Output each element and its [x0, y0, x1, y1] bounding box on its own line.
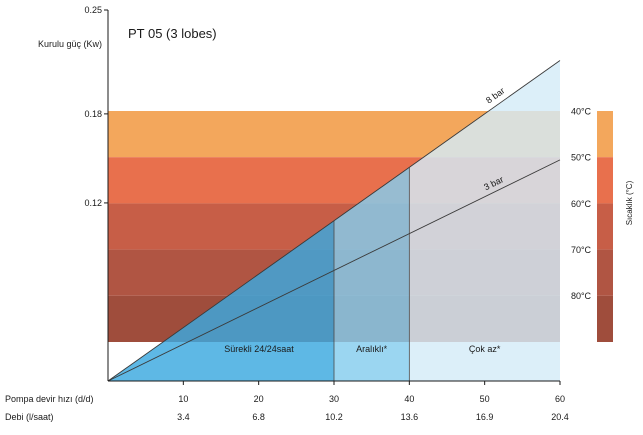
x-tick-label-flow: 3.4: [177, 412, 190, 422]
temperature-legend-swatch: [597, 111, 613, 158]
x-tick-label-flow: 20.4: [551, 412, 569, 422]
x-axis-label: Pompa devir hızı (d/d): [5, 394, 94, 404]
temperature-label: 80°C: [571, 291, 592, 301]
chart-title: PT 05 (3 lobes): [128, 26, 217, 41]
y-tick-label: 0.18: [84, 109, 102, 119]
x-tick-label: 50: [480, 394, 490, 404]
temperature-legend-swatch: [597, 157, 613, 204]
temperature-label: 40°C: [571, 106, 592, 116]
x-tick-label: 60: [555, 394, 565, 404]
y-tick-label: 0.25: [84, 5, 102, 15]
x-tick-label: 10: [178, 394, 188, 404]
x-tick-label: 40: [404, 394, 414, 404]
x-tick-label-flow: 13.6: [401, 412, 419, 422]
y-tick-label: 0.12: [84, 198, 102, 208]
usage-zone: [334, 167, 410, 381]
zone-label: Sürekli 24/24saat: [224, 344, 294, 354]
x-tick-label-flow: 10.2: [325, 412, 343, 422]
temperature-label: 50°C: [571, 153, 592, 163]
temperature-legend-swatch: [597, 295, 613, 342]
temperature-legend-swatch: [597, 249, 613, 296]
x-tick-label-flow: 6.8: [252, 412, 265, 422]
zone-label: Çok az*: [469, 344, 501, 354]
usage-zone: [409, 60, 560, 382]
x-tick-label: 30: [329, 394, 339, 404]
x-tick-label-flow: 16.9: [476, 412, 494, 422]
pressure-line: [107, 60, 561, 382]
temperature-label: 70°C: [571, 245, 592, 255]
zone-label: Aralıklı*: [356, 344, 388, 354]
x-axis-label-flow: Debi (l/saat): [5, 412, 54, 422]
x-tick-label: 20: [254, 394, 264, 404]
temperature-label: 60°C: [571, 199, 592, 209]
temperature-legend-swatch: [597, 203, 613, 250]
pressure-line: [107, 159, 561, 382]
temperature-axis-label: Sıcaklık (°C): [625, 180, 634, 225]
y-axis-label: Kurulu güç (Kw): [38, 39, 102, 49]
